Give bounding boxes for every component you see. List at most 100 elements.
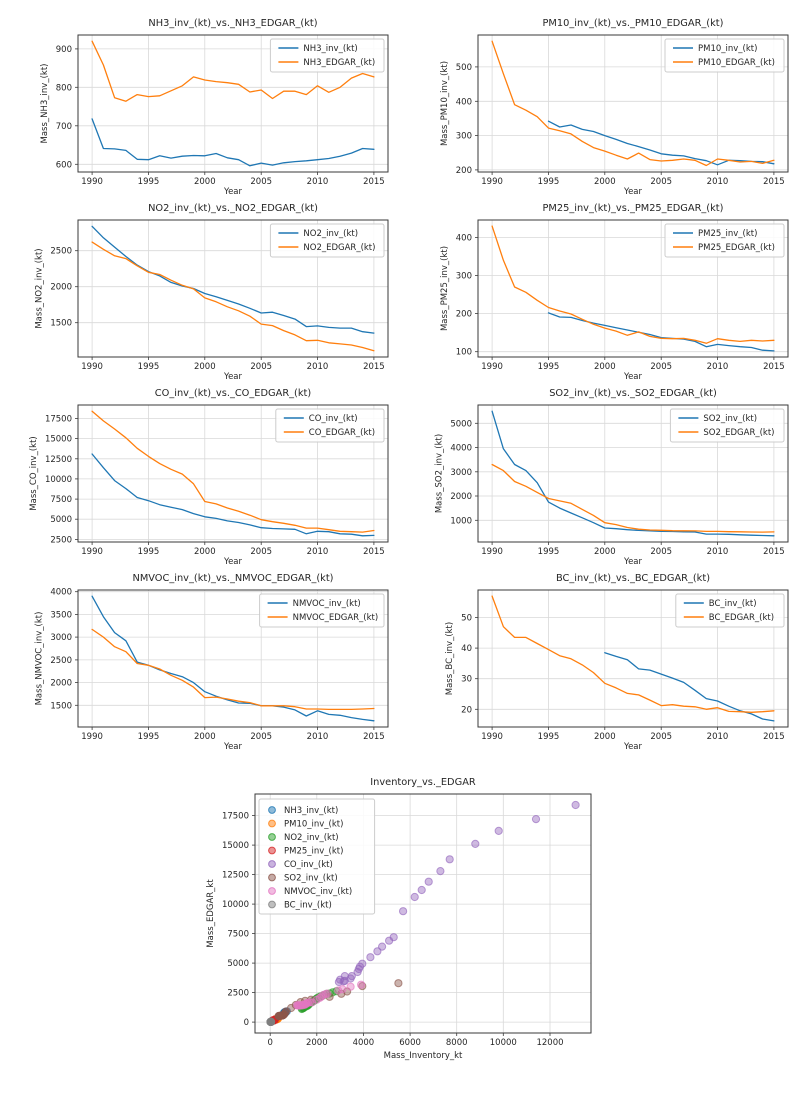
y-tick-label: 12500 (222, 871, 249, 881)
legend-marker (268, 846, 276, 855)
legend-label: NO2_inv_(kt) (303, 229, 358, 239)
chart-panel-no2: 1990 1995 2000 2005 2010 2015 1500 2000 2500 NO2_… (0, 195, 400, 382)
scatter-point-SO2_inv_(kt) (394, 979, 403, 988)
chart-panel-nh3: 1990 1995 2000 2005 2010 2015 600 700 800 900 NH3_… (0, 10, 400, 197)
scatter-point-NMVOC_inv_(kt) (312, 995, 321, 1004)
plot-frame (477, 219, 789, 358)
chart-title: Inventory_vs._EDGAR (370, 777, 476, 788)
y-tick-label: 3000 (450, 468, 472, 478)
series-line-PM25_EDGAR_(kt) (491, 225, 775, 344)
y-tick-label: 400 (456, 234, 472, 244)
x-tick-label: 1990 (481, 362, 503, 372)
chart-title: PM10_inv_(kt)_vs._PM10_EDGAR_(kt) (543, 18, 724, 29)
legend-label: SO2_inv_(kt) (703, 414, 757, 424)
x-tick-label: 2015 (763, 362, 785, 372)
scatter-point-CO_inv_(kt) (471, 839, 480, 849)
scatter-point-NMVOC_inv_(kt) (346, 982, 355, 991)
scatter-point-BC_inv_(kt) (266, 1017, 275, 1026)
legend-marker (268, 860, 276, 868)
x-tick-label: 1995 (138, 362, 160, 372)
legend-marker (268, 833, 276, 841)
line-chart-svg: 1990 1995 2000 2005 2010 2015 1500 2000 2500 NO2_… (34, 203, 389, 382)
x-tick-label: 2010 (707, 547, 729, 557)
chart-panel-pm10: 1990 1995 2000 2005 2010 2015 200 300 400 500 PM10… (400, 10, 800, 197)
y-tick-label: 300 (456, 132, 472, 142)
y-tick-label: 7500 (50, 495, 72, 505)
y-tick-label: 100 (456, 348, 472, 358)
x-tick-label: 12000 (536, 1038, 563, 1048)
y-tick-label: 5000 (50, 515, 72, 525)
scatter-point-CO_inv_(kt) (366, 953, 375, 962)
y-tick-label: 15000 (45, 435, 72, 445)
x-tick-label: 2000 (594, 177, 616, 187)
y-tick-label: 1500 (50, 701, 72, 711)
legend-label: NMVOC_inv_(kt) (293, 599, 361, 609)
x-tick-label: 1990 (81, 362, 103, 372)
x-axis-label: Year (623, 187, 643, 195)
x-axis-label: Year (223, 557, 243, 565)
legend-label: NMVOC_inv_(kt) (284, 887, 352, 897)
x-tick-label: 2000 (594, 362, 616, 372)
series-line-NMVOC_EDGAR_(kt) (91, 628, 375, 711)
x-tick-label: 1995 (538, 177, 560, 187)
scatter-point-CO_inv_(kt) (353, 967, 362, 977)
x-tick-label: 2005 (650, 547, 672, 557)
legend-box (269, 38, 385, 73)
line-chart-svg: 1990 1995 2000 2005 2010 2015 100 200 300 400 PM25… (440, 203, 789, 382)
y-tick-label: 7500 (227, 930, 249, 940)
y-tick-label: 200 (456, 310, 472, 320)
x-tick-label: 2000 (194, 732, 216, 742)
x-tick-label: 2015 (763, 547, 785, 557)
x-tick-label: 1995 (138, 547, 160, 557)
y-axis-label: Mass_PM25_inv_(kt) (440, 246, 450, 331)
x-tick-label: 2010 (307, 547, 329, 557)
x-tick-label: 1995 (538, 547, 560, 557)
series-line-NH3_inv_(kt) (91, 118, 375, 167)
x-axis-label: Mass_Inventory_kt (384, 1051, 463, 1061)
x-tick-label: 2010 (707, 362, 729, 372)
chart-panel-pm25: 1990 1995 2000 2005 2010 2015 100 200 300 400 PM25… (400, 195, 800, 382)
y-tick-label: 800 (56, 83, 72, 93)
legend-label: CO_inv_(kt) (284, 860, 333, 870)
series-line-PM10_EDGAR_(kt) (491, 40, 775, 167)
x-tick-label: 2005 (650, 732, 672, 742)
x-tick-label: 1995 (538, 362, 560, 372)
legend-label: NH3_inv_(kt) (303, 44, 357, 54)
scatter-point-NMVOC_inv_(kt) (293, 1001, 302, 1010)
x-tick-label: 1990 (81, 177, 103, 187)
legend-box (664, 38, 785, 73)
chart-title: BC_inv_(kt)_vs._BC_EDGAR_(kt) (556, 573, 710, 584)
scatter-point-NMVOC_inv_(kt) (334, 986, 343, 995)
x-tick-label: 1990 (481, 547, 503, 557)
plot-frame (77, 219, 389, 358)
y-tick-label: 40 (461, 644, 472, 654)
scatter-chart-svg: 0 2000 4000 6000 8000 10000 12000 0 2500 5000 7500… (206, 777, 592, 1061)
chart-panel-nmvoc: 1990 1995 2000 2005 2010 2015 1500 2000 2500 3000… (0, 565, 400, 752)
chart-panel-bc: 1990 1995 2000 2005 2010 2015 20 30 40 50 BC_inv_(… (400, 565, 800, 752)
y-tick-label: 2500 (50, 247, 72, 257)
legend-box (269, 223, 385, 258)
y-tick-label: 300 (456, 272, 472, 282)
legend-label: BC_inv_(kt) (709, 599, 757, 609)
y-tick-label: 5000 (227, 959, 249, 969)
legend-label: PM25_inv_(kt) (284, 847, 343, 857)
y-axis-label: Mass_NH3_inv_(kt) (40, 64, 50, 144)
scatter-point-NMVOC_inv_(kt) (357, 980, 366, 989)
x-tick-label: 2010 (707, 732, 729, 742)
y-tick-label: 2500 (227, 989, 249, 999)
scatter-point-CO_inv_(kt) (436, 867, 445, 876)
y-tick-label: 600 (56, 160, 72, 170)
line-chart-svg: 1990 1995 2000 2005 2010 2015 200 300 400 500 PM10… (440, 18, 789, 197)
legend-box (258, 798, 376, 915)
plot-frame (77, 404, 389, 543)
y-tick-label: 12500 (45, 455, 72, 465)
x-tick-label: 2005 (250, 547, 272, 557)
x-axis-label: Year (623, 372, 643, 380)
y-axis-label: Mass_CO_inv_(kt) (29, 436, 39, 510)
legend-label: NH3_inv_(kt) (284, 806, 338, 816)
legend-label: BC_EDGAR_(kt) (709, 613, 774, 623)
legend-marker (268, 887, 276, 895)
plot-frame (77, 34, 389, 173)
legend-label: BC_inv_(kt) (284, 901, 332, 911)
scatter-point-CO_inv_(kt) (531, 815, 541, 824)
